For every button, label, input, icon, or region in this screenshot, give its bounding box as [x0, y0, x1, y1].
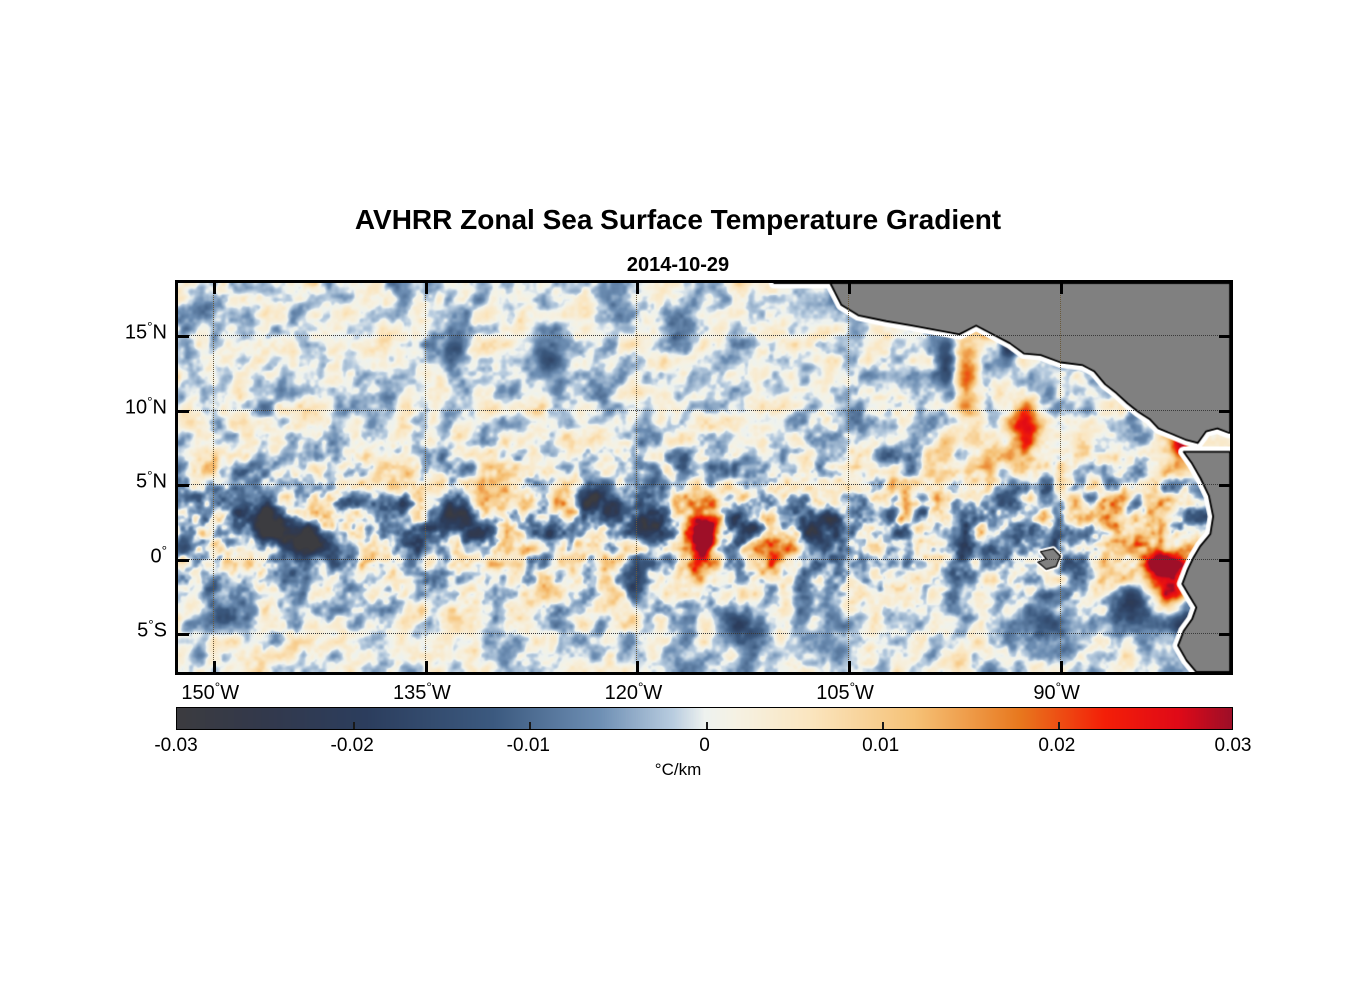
x-tick-label: 150°W: [181, 680, 240, 705]
colorbar-tick-label: -0.02: [330, 735, 374, 756]
tick-lat-right: [1219, 409, 1230, 413]
colorbar: [176, 707, 1233, 730]
y-tick-label: 5°S: [137, 617, 167, 642]
figure-subtitle-date: 2014-10-29: [626, 254, 730, 276]
tick-lon-bottom: [213, 661, 217, 672]
figure-title: AVHRR Zonal Sea Surface Temperature Grad…: [354, 204, 1002, 235]
y-tick-label: 0°: [150, 543, 167, 568]
tick-lon-top: [636, 283, 640, 294]
tick-lat-right: [1219, 558, 1230, 562]
tick-lon-top: [1059, 283, 1063, 294]
tick-lat-right: [1219, 633, 1230, 637]
colorbar-tick-label: 0.02: [1038, 735, 1076, 756]
sst-gradient-heatmap: [178, 283, 1230, 672]
colorbar-tick: [1057, 722, 1060, 729]
tick-lat-right: [1219, 335, 1230, 339]
map-axes: [175, 280, 1233, 675]
tick-lon-bottom: [1059, 661, 1063, 672]
colorbar-tick-label: -0.01: [506, 735, 550, 756]
y-tick-label: 5°N: [135, 468, 167, 493]
tick-lat-right: [1219, 484, 1230, 488]
x-tick-label: 105°W: [816, 680, 874, 705]
colorbar-tick-label: 0.03: [1214, 735, 1252, 756]
colorbar-tick: [353, 722, 356, 729]
tick-lon-top: [213, 283, 217, 294]
tick-lon-bottom: [636, 661, 640, 672]
tick-lat-left: [178, 484, 189, 488]
tick-lat-left: [178, 409, 189, 413]
tick-lon-bottom: [424, 661, 428, 672]
y-tick-label: 10°N: [124, 394, 167, 419]
tick-lat-left: [178, 558, 189, 562]
tick-lon-top: [424, 283, 428, 294]
colorbar-unit-label: °C/km: [654, 760, 702, 779]
tick-lon-top: [848, 283, 852, 294]
colorbar-tick: [705, 722, 708, 729]
tick-lat-left: [178, 335, 189, 339]
colorbar-tick: [881, 722, 884, 729]
colorbar-gradient: [177, 708, 1232, 729]
colorbar-tick-label: 0: [699, 735, 710, 756]
colorbar-tick: [529, 722, 532, 729]
colorbar-tick-label: -0.03: [154, 735, 198, 756]
colorbar-tick-label: 0.01: [862, 735, 900, 756]
tick-lat-left: [178, 633, 189, 637]
x-tick-label: 135°W: [393, 680, 451, 705]
x-tick-label: 90°W: [1033, 680, 1080, 705]
x-tick-label: 120°W: [604, 680, 663, 705]
y-tick-label: 15°N: [124, 319, 167, 344]
tick-lon-bottom: [848, 661, 852, 672]
